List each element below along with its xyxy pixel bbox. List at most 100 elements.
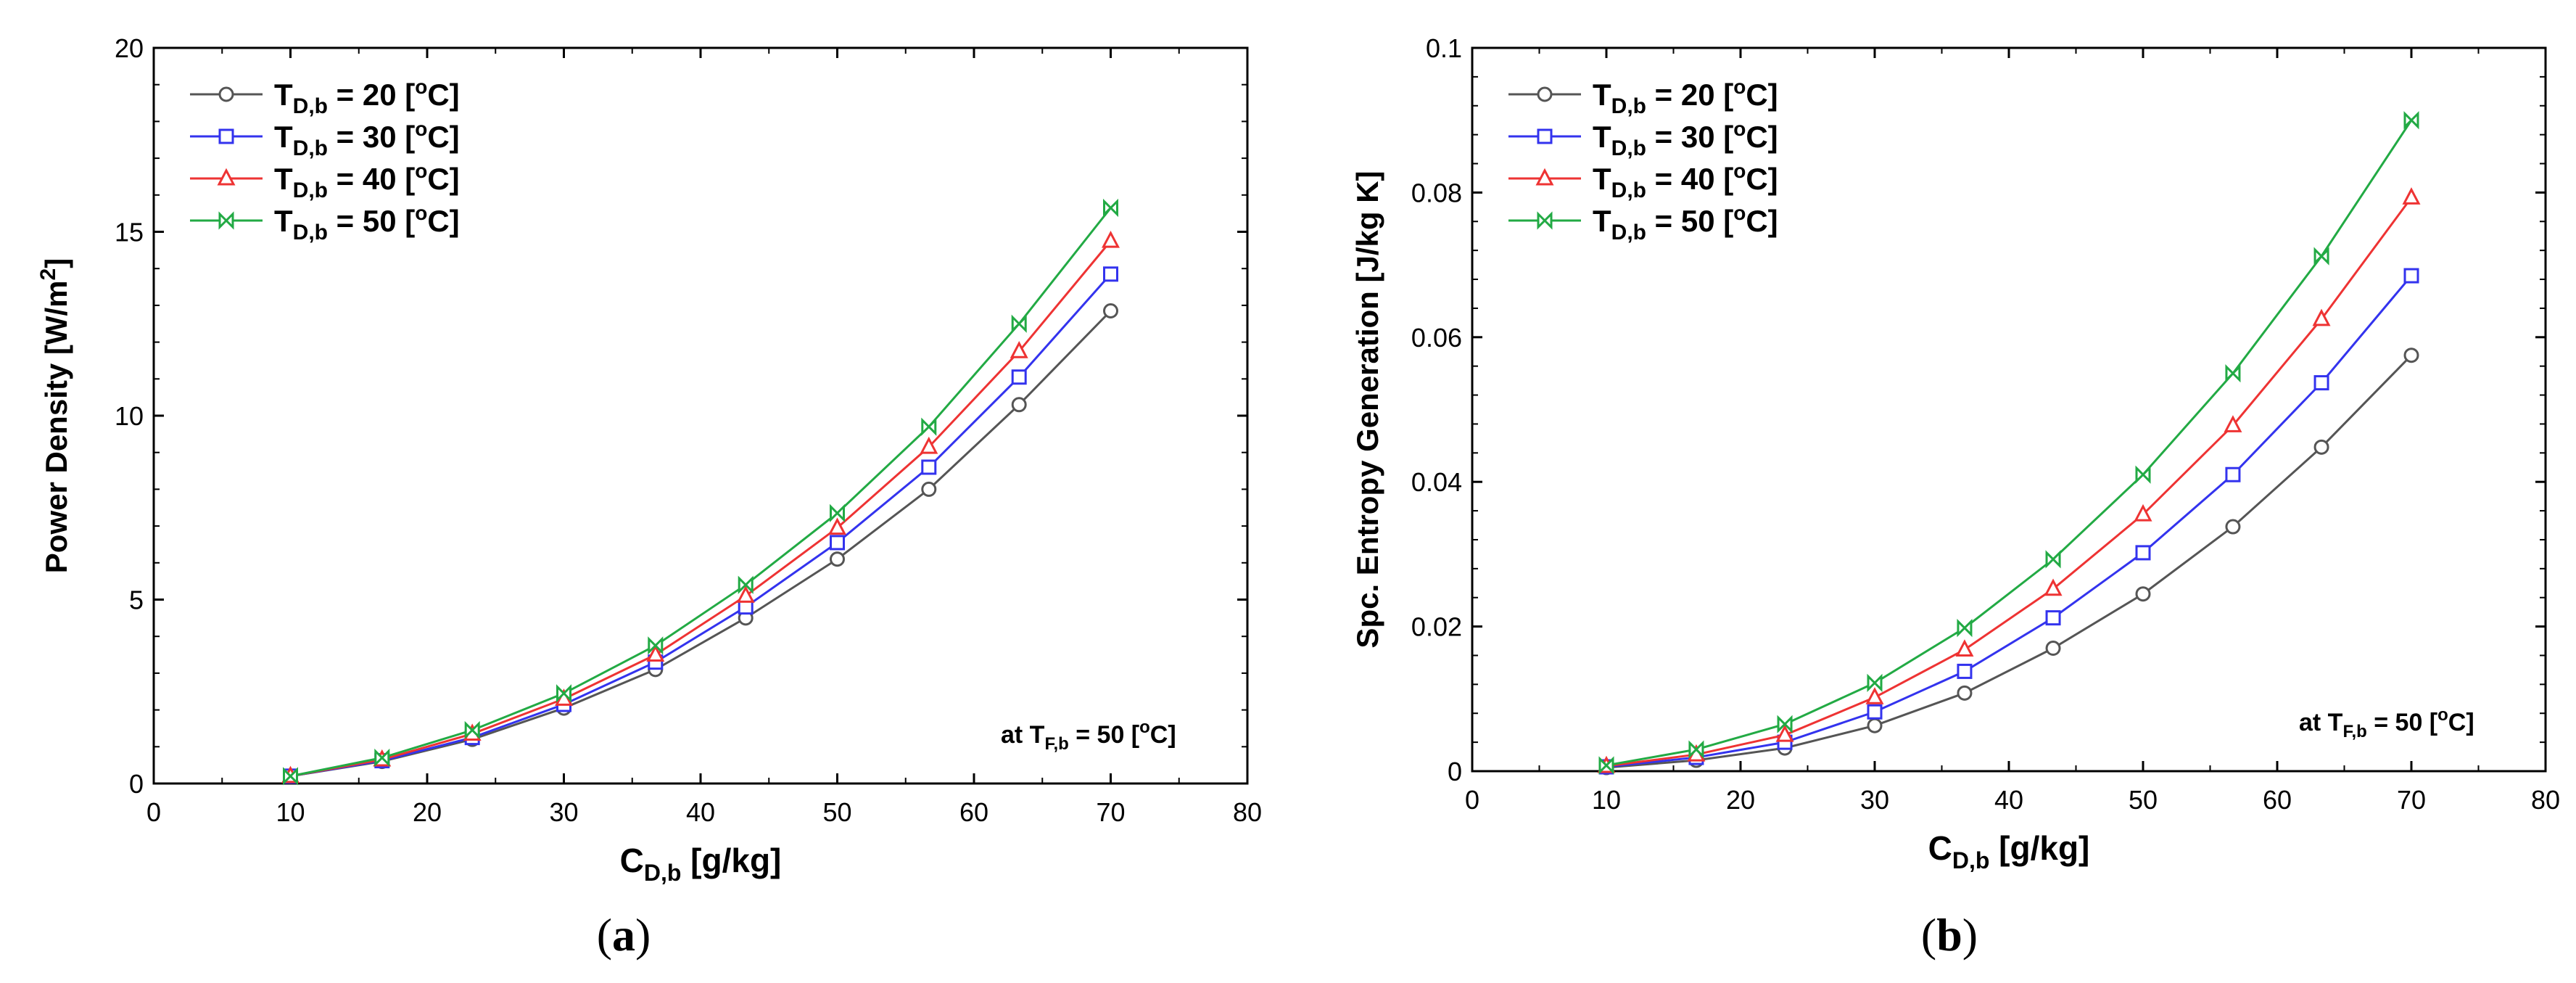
legend-swatch-marker xyxy=(218,211,234,230)
data-point xyxy=(2045,550,2061,569)
series-line xyxy=(1606,275,2413,768)
data-point xyxy=(830,551,845,567)
data-point xyxy=(2135,465,2151,484)
legend-subscript: D,b xyxy=(1611,136,1646,160)
legend-swatch-marker xyxy=(218,86,234,102)
series-4 xyxy=(1598,111,2419,775)
data-point xyxy=(1103,198,1118,218)
legend-text: T xyxy=(274,204,293,238)
x-tick-label: 20 xyxy=(1726,785,1755,815)
data-point xyxy=(920,436,938,454)
annotation-subscript: F,b xyxy=(1044,734,1068,754)
x-axis-label-unit: [g/kg] xyxy=(1989,829,2089,867)
series-1 xyxy=(283,303,1118,784)
annotation-text: C] xyxy=(1150,721,1176,749)
legend-subscript: D,b xyxy=(1611,221,1646,244)
data-point xyxy=(1598,756,1614,775)
series-line xyxy=(290,240,1112,778)
data-point xyxy=(2313,439,2329,455)
panel-label: (b) xyxy=(1921,909,1978,961)
panel-label-paren: ( xyxy=(597,909,612,961)
annotation-text: at T xyxy=(1001,721,1045,749)
data-point xyxy=(2313,375,2329,391)
data-point xyxy=(648,636,664,655)
x-axis-label: CD,b [g/kg] xyxy=(1928,829,2090,873)
data-point xyxy=(1777,715,1793,733)
data-point xyxy=(1957,663,1973,679)
x-tick-label: 20 xyxy=(413,797,442,827)
legend-text: T xyxy=(1593,204,1611,238)
legend-text: C] xyxy=(1746,78,1778,112)
legend-swatch-marker xyxy=(1537,211,1553,230)
annotation-text: at T xyxy=(2299,709,2343,736)
data-point xyxy=(2135,586,2151,602)
data-point xyxy=(1957,685,1973,701)
series-line xyxy=(290,310,1112,778)
annotation-text: = 50 [ xyxy=(2367,709,2437,736)
x-axis-label-text: C xyxy=(620,842,644,879)
x-axis-label-text: C xyxy=(1928,829,1952,867)
legend-entry: TD,b = 30 [oC] xyxy=(274,118,460,160)
data-point xyxy=(2225,519,2241,535)
legend-text: = 40 [ xyxy=(1646,162,1733,196)
data-point xyxy=(556,684,571,703)
data-point xyxy=(1010,341,1028,358)
legend-text: T xyxy=(1593,78,1611,112)
panel-label: (a) xyxy=(597,909,651,961)
panel-label-letter: a xyxy=(612,909,635,961)
data-point xyxy=(2402,187,2421,205)
data-point xyxy=(2135,545,2151,561)
y-tick-label: 15 xyxy=(115,218,144,247)
legend-text: C] xyxy=(1746,162,1778,196)
data-point xyxy=(830,535,845,551)
legend-text: C] xyxy=(427,120,459,154)
legend-text: T xyxy=(274,78,293,112)
panel-label-paren: ( xyxy=(1921,909,1936,961)
x-axis-label-subscript: D,b xyxy=(644,860,682,886)
x-axis-label: CD,b [g/kg] xyxy=(620,842,782,886)
data-point xyxy=(1011,369,1027,385)
data-point xyxy=(2134,503,2152,522)
y-axis-label-text: ] xyxy=(39,258,73,268)
data-point xyxy=(1865,687,1884,704)
data-point xyxy=(1867,717,1883,733)
data-point xyxy=(2045,641,2061,657)
legend-superscript: o xyxy=(415,202,427,224)
y-axis-label: Power Density [W/m2] xyxy=(36,258,73,573)
y-axis-label-text: Spc. Entropy Generation [J/kg K] xyxy=(1350,170,1384,648)
legend-text: C] xyxy=(1746,120,1778,154)
y-tick-label: 0.02 xyxy=(1411,612,1462,642)
data-point xyxy=(1867,673,1883,692)
x-tick-label: 50 xyxy=(2129,785,2158,815)
legend-text: = 40 [ xyxy=(328,162,415,196)
legend-entry: TD,b = 40 [oC] xyxy=(1593,160,1778,202)
data-point xyxy=(2044,578,2063,596)
data-point xyxy=(830,503,845,522)
legend-text: T xyxy=(1593,162,1611,196)
series-line xyxy=(1606,197,2413,768)
legend-text: = 30 [ xyxy=(1646,120,1733,154)
legend-text: = 20 [ xyxy=(1646,78,1733,112)
legend-text: C] xyxy=(1746,204,1778,238)
x-tick-label: 80 xyxy=(1233,797,1262,827)
x-axis-label-subscript: D,b xyxy=(1952,847,1990,873)
annotation-superscript: o xyxy=(2437,705,2448,725)
x-tick-label: 10 xyxy=(276,797,305,827)
annotation-superscript: o xyxy=(1139,717,1150,737)
annotation-text: C] xyxy=(2448,709,2474,736)
legend-superscript: o xyxy=(1733,118,1746,140)
x-tick-label: 60 xyxy=(959,797,988,827)
panel-label-paren: ) xyxy=(1962,909,1978,961)
x-tick-label: 70 xyxy=(1096,797,1125,827)
series-line xyxy=(1606,119,2413,767)
panel-label-letter: b xyxy=(1936,909,1962,961)
data-point xyxy=(921,417,937,436)
series-line xyxy=(1606,354,2413,769)
data-point xyxy=(736,585,755,603)
legend-swatch-marker xyxy=(217,168,236,186)
x-tick-label: 40 xyxy=(686,797,715,827)
data-point xyxy=(1957,618,1973,638)
data-point xyxy=(1955,639,1974,657)
y-tick-label: 5 xyxy=(129,585,144,615)
